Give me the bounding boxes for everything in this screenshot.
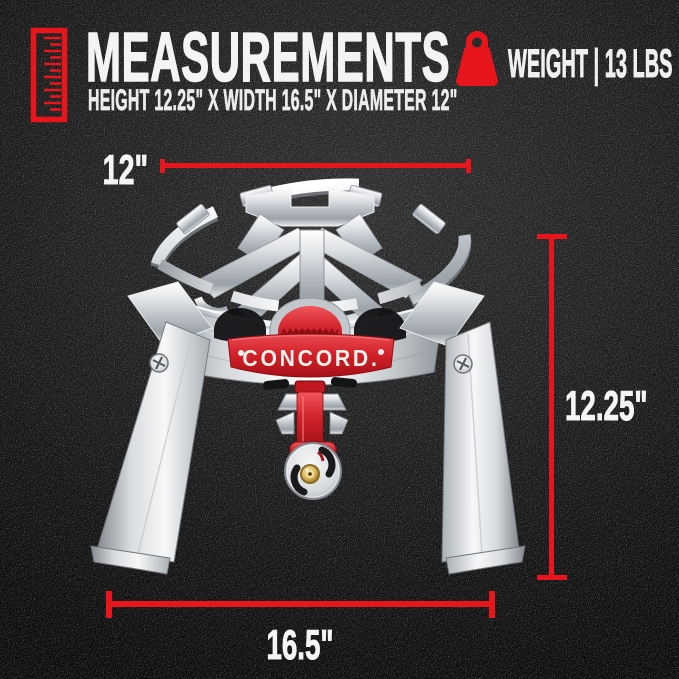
- burner-assembly: [275, 391, 349, 500]
- diameter-dimension-line: [160, 158, 471, 173]
- dimensions-subtitle: HEIGHT 12.25" X WIDTH 16.5" X DIAMETER 1…: [88, 84, 458, 117]
- band-cutout-right: [354, 308, 406, 342]
- right-leg: [399, 281, 526, 575]
- band-cutout-left: [214, 308, 266, 342]
- left-leg: [90, 281, 213, 575]
- brand-badge: ​ CONCORD.: [227, 333, 395, 378]
- right-foot: [445, 545, 526, 575]
- support-spokes: [197, 213, 423, 325]
- width-label: 16.5": [266, 621, 334, 668]
- height-label: 12.25": [565, 382, 648, 429]
- height-dimension-line: [536, 234, 567, 580]
- width-dimension-line: [106, 590, 495, 618]
- center-hub: [245, 188, 375, 227]
- badge-dot-left: [238, 350, 244, 356]
- brand-label: CONCORD.: [242, 345, 379, 371]
- weight-value-label: WEIGHT | 13 LBS: [508, 42, 673, 86]
- left-foot: [90, 545, 171, 575]
- brass-orifice: [300, 464, 320, 484]
- venturi-stem: [296, 391, 324, 449]
- diameter-label: 12": [102, 146, 148, 193]
- ruler-icon: [30, 27, 68, 123]
- left-screw: [149, 353, 169, 373]
- badge-dot-right: [378, 349, 384, 355]
- right-screw: [453, 354, 473, 374]
- weight-icon: [456, 31, 498, 87]
- page-title: MEASUREMENTS: [86, 18, 451, 96]
